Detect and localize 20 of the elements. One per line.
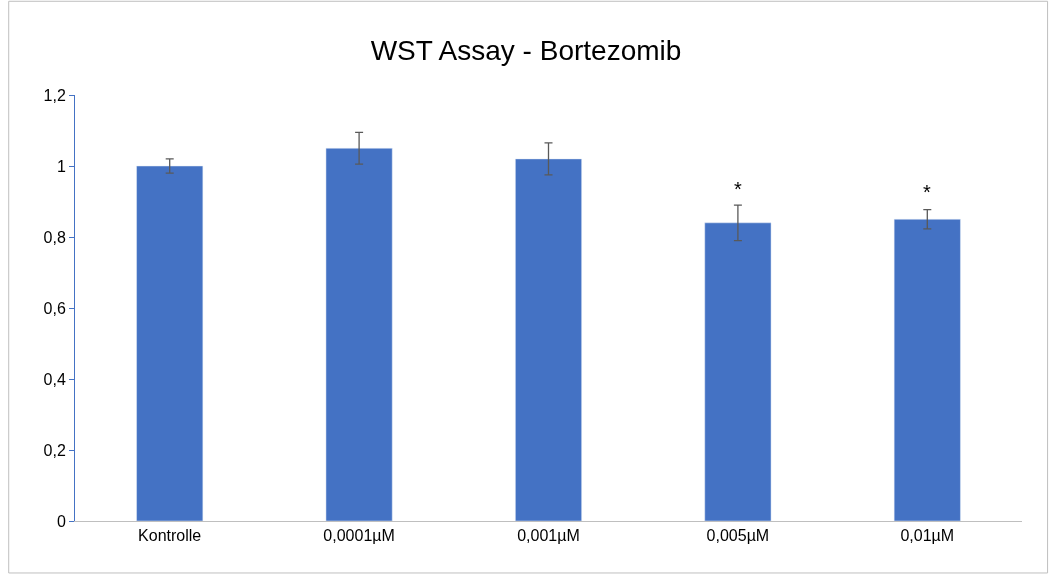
x-tick-label: 0,01µM [900,527,955,545]
bar [325,148,393,521]
x-tick-label: Kontrolle [138,527,202,545]
bar [136,165,204,521]
x-tick-label: 0,005µM [706,527,770,545]
annotation: * [923,181,931,203]
y-tick-label: 0,2 [43,441,66,459]
annotation: * [734,178,742,200]
bar [704,222,772,521]
bar [893,219,961,521]
y-tick-label: 1 [56,157,66,175]
x-tick-label: 0,0001µM [323,527,395,545]
y-tick-label: 1,2 [43,86,66,104]
bar [515,158,582,521]
y-tick-label: 0,4 [43,370,66,388]
y-tick-label: 0 [56,512,66,530]
y-tick-label: 0,8 [43,228,66,246]
y-tick-label: 0,6 [43,299,66,317]
x-tick-label: 0,001µM [517,527,580,545]
chart-title: WST Assay - Bortezomib [370,34,682,66]
